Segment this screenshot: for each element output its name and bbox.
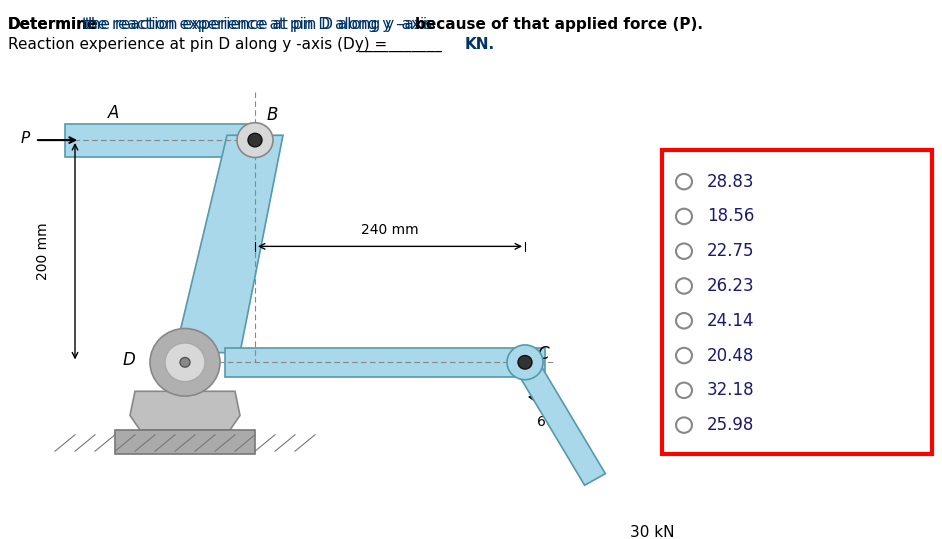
Text: D: D <box>122 351 135 369</box>
Circle shape <box>518 356 532 369</box>
Text: 22.75: 22.75 <box>707 242 755 260</box>
Text: A: A <box>108 105 120 122</box>
Text: 18.56: 18.56 <box>707 208 755 225</box>
Circle shape <box>676 417 692 433</box>
Circle shape <box>150 328 220 396</box>
Circle shape <box>676 313 692 328</box>
Text: the reaction experience at pin D along y -axis: the reaction experience at pin D along y… <box>82 17 437 32</box>
Text: KN.: KN. <box>465 37 495 52</box>
Text: 26.23: 26.23 <box>707 277 755 295</box>
Circle shape <box>180 357 190 367</box>
Text: 30 kN: 30 kN <box>630 525 674 539</box>
Text: 60°: 60° <box>537 416 561 430</box>
Text: P: P <box>21 130 30 146</box>
Text: Determine: Determine <box>8 17 99 32</box>
Circle shape <box>507 345 543 379</box>
Polygon shape <box>115 430 255 454</box>
Text: Reaction experience at pin D along y -axis (Dy) =: Reaction experience at pin D along y -ax… <box>8 37 387 52</box>
Polygon shape <box>175 135 283 353</box>
Text: 20.48: 20.48 <box>707 347 755 364</box>
Text: ___________: ___________ <box>358 37 442 52</box>
Text: 240 mm: 240 mm <box>361 223 419 237</box>
Text: 28.83: 28.83 <box>707 172 755 191</box>
Text: 32.18: 32.18 <box>707 381 755 399</box>
Circle shape <box>676 209 692 224</box>
FancyBboxPatch shape <box>662 150 932 454</box>
Text: 25.98: 25.98 <box>707 416 755 434</box>
Text: the reaction experience at pin D along y -axis: the reaction experience at pin D along y… <box>80 17 440 32</box>
Text: C: C <box>537 345 548 363</box>
Text: Determine: Determine <box>8 17 99 32</box>
Circle shape <box>676 174 692 189</box>
Polygon shape <box>130 391 240 430</box>
Circle shape <box>676 278 692 294</box>
Polygon shape <box>514 356 606 485</box>
Circle shape <box>676 348 692 363</box>
Polygon shape <box>225 348 545 377</box>
Circle shape <box>676 383 692 398</box>
Text: 200 mm: 200 mm <box>36 223 50 280</box>
Circle shape <box>237 123 273 157</box>
Circle shape <box>248 133 262 147</box>
Circle shape <box>676 244 692 259</box>
Text: 24.14: 24.14 <box>707 312 755 330</box>
Polygon shape <box>65 123 260 156</box>
Text: because of that applied force (P).: because of that applied force (P). <box>415 17 703 32</box>
Text: B: B <box>267 106 279 125</box>
Circle shape <box>165 343 205 382</box>
